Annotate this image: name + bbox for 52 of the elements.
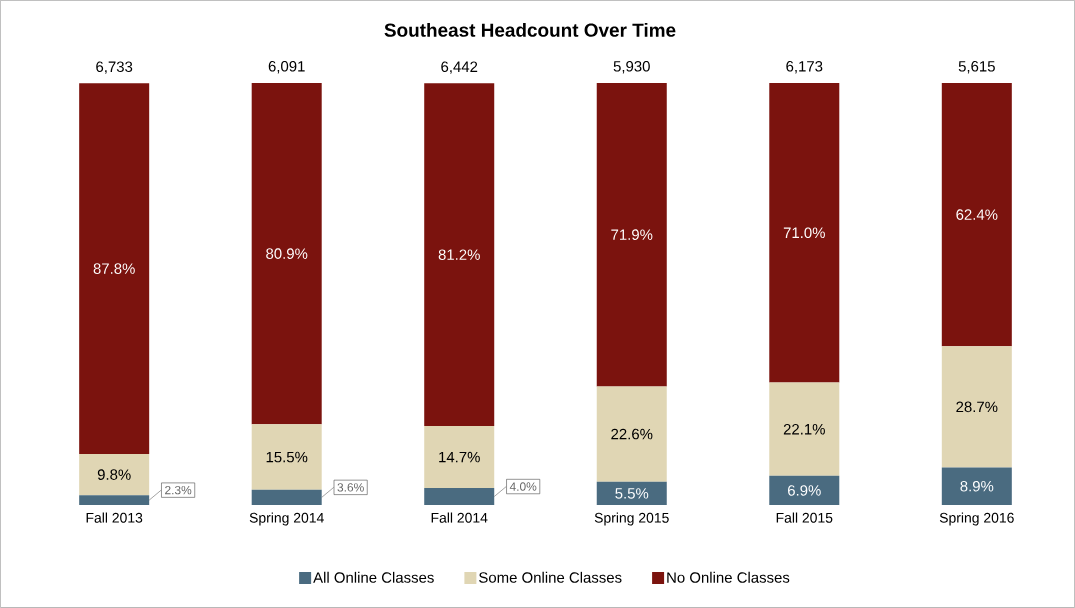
bar: [79, 83, 150, 454]
data-label: 9.8%: [97, 469, 131, 480]
data-label: 15.5%: [266, 451, 308, 463]
bar: [596, 386, 667, 482]
text: 5,615: [958, 61, 995, 74]
x-tick-label: Spring 2015: [594, 512, 669, 526]
data-label: 71.0%: [783, 227, 825, 239]
bar: [596, 82, 667, 387]
x-tick-label: Spring 2014: [249, 512, 324, 526]
data-label: 81.2%: [438, 249, 480, 261]
data-label: 5.5%: [615, 488, 649, 499]
bar: [769, 475, 840, 506]
x-tick-label: Fall 2015: [776, 512, 833, 523]
data-label: 3.6%: [337, 483, 364, 492]
x-tick-label: Spring 2016: [939, 512, 1014, 526]
data-label: 28.7%: [956, 401, 998, 413]
bar: [596, 481, 667, 506]
legend-label: No Online Classes: [667, 571, 790, 583]
bar: [424, 83, 495, 427]
text: 6,442: [441, 61, 478, 74]
data-label: 8.9%: [960, 480, 994, 492]
data-label: 2.3%: [165, 485, 192, 495]
bar: [941, 346, 1012, 468]
data-label: 71.9%: [611, 229, 653, 240]
bar: [424, 426, 495, 489]
bar: [424, 488, 495, 506]
bar: [251, 489, 322, 506]
bar: [769, 82, 840, 383]
data-label: 62.4%: [956, 209, 998, 220]
bar: [941, 467, 1012, 506]
bar: [941, 82, 1012, 347]
legend-label: Some Online Classes: [479, 571, 622, 583]
data-label: 80.9%: [266, 248, 308, 259]
x-tick-label: Fall 2013: [86, 512, 143, 523]
text: 6,091: [268, 61, 305, 74]
text: 5,930: [613, 61, 650, 74]
chart-title: Southeast Headcount Over Time: [384, 22, 676, 37]
x-tick-label: Fall 2014: [431, 512, 488, 523]
data-label: 4.0%: [509, 482, 537, 491]
bar: [769, 382, 840, 476]
data-label: 22.1%: [783, 424, 825, 435]
data-label: 87.8%: [93, 263, 135, 274]
legend-label: All Online Classes: [313, 571, 434, 583]
text: 6,733: [96, 61, 133, 74]
data-label: 22.6%: [611, 428, 653, 440]
bar: [251, 82, 322, 425]
data-label: 6.9%: [788, 485, 821, 496]
bar: [251, 424, 322, 490]
bar: [79, 453, 150, 496]
bar: [79, 495, 150, 506]
data-label: 14.7%: [439, 451, 480, 463]
text: 6,173: [786, 61, 823, 74]
